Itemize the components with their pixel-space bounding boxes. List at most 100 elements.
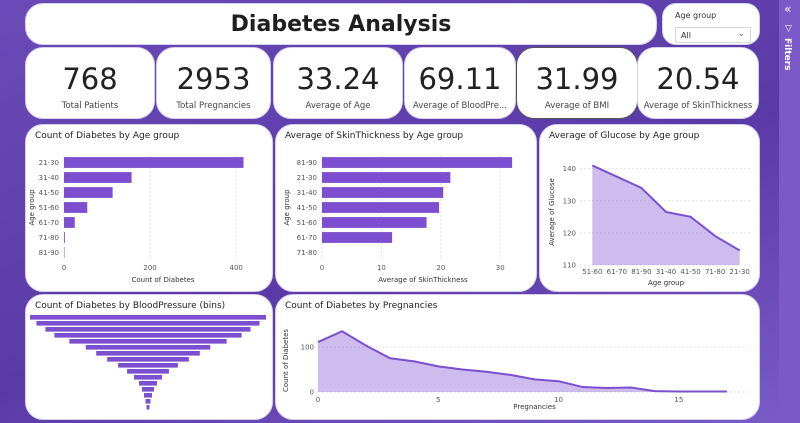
x-tick-label: 15 [674,396,683,404]
slicer-dropdown[interactable]: All ⌄ [675,27,751,43]
chart-glucose-by-age[interactable]: Average of Glucose by Age group 110 120 13… [539,124,760,292]
kpi-card-total-pregnancies[interactable]: 2953 Total Pregnancies [156,47,271,119]
chart-svg: 0 100 0 5 10 15 Pregnancies Count of Diabetes [282,329,751,411]
bar [64,172,132,183]
y-tick-label: 71-80 [39,234,59,242]
funnel-bar [118,363,178,368]
bar [64,187,113,198]
y-axis-title: Age group [283,189,291,226]
chart-title: Average of Glucose by Age group [549,131,700,141]
y-tick-label: 0 [310,389,314,397]
funnel-bar [85,345,211,350]
bar [64,157,244,168]
y-tick-label: 81-90 [39,249,59,257]
kpi-card-average-bloodpressure[interactable]: 69.11 Average of BloodPre... [404,47,516,119]
x-axis-title: Pregnancies [513,403,556,411]
y-tick-label: 21-30 [297,174,317,182]
x-tick-label: 0 [62,264,66,272]
bar [64,202,88,213]
x-tick-label: 31-40 [656,268,676,276]
chart-svg: 0 200 400 21-30 31-40 41-50 51-60 61-70 71-80 81-… [28,155,244,284]
x-tick-label: 0 [316,396,320,404]
filter-icon: ▽ [785,24,792,34]
y-axis-title: Count of Diabetes [282,329,290,392]
y-tick-label: 51-60 [297,219,317,227]
x-axis-title: Average of SkinThickness [378,276,468,284]
chevron-down-icon: ⌄ [737,29,745,39]
x-tick-label: 5 [436,396,440,404]
kpi-card-total-patients[interactable]: 768 Total Patients [25,47,155,119]
funnel-bar [144,393,152,398]
funnel-bar [145,399,151,404]
kpi-label: Average of SkinThickness [643,101,753,111]
area-fill [318,331,727,392]
bar [322,157,513,168]
bar [322,217,427,228]
funnel-bar [142,387,154,392]
y-tick-label: 61-70 [297,234,317,242]
funnel-bar [36,321,260,326]
y-tick-label: 110 [563,262,576,270]
kpi-value: 20.54 [656,62,740,96]
funnel-bar [146,405,150,410]
slicer-value: All [681,31,691,40]
chart-svg [30,315,266,410]
chart-svg: 110 120 130 140 51-60 61-70 81-90 31-40 41-50 71-… [548,164,752,287]
y-axis-title: Age group [28,189,36,226]
kpi-value: 31.99 [535,62,619,96]
chart-count-diabetes-by-bloodpressure[interactable]: Count of Diabetes by BloodPressure (bins… [25,294,273,420]
x-tick-label: 61-70 [607,268,627,276]
chart-title: Count of Diabetes by Age group [35,131,180,141]
kpi-label: Average of Age [305,101,371,111]
y-tick-label: 130 [563,197,576,205]
x-axis-title: Count of Diabetes [131,276,194,284]
funnel-bar [139,381,157,386]
x-tick-label: 41-50 [680,268,700,276]
chart-title: Count of Diabetes by Pregnancies [285,301,438,311]
y-tick-label: 100 [301,344,314,352]
kpi-card-average-age[interactable]: 33.24 Average of Age [273,47,403,119]
y-tick-label: 71-80 [297,249,317,257]
series-line [317,330,727,393]
x-tick-label: 10 [377,264,386,272]
x-tick-label: 81-90 [631,268,651,276]
y-tick-label: 61-70 [39,219,59,227]
funnel-bar [30,315,266,320]
chart-title: Count of Diabetes by BloodPressure (bins… [35,301,226,311]
x-tick-label: 0 [320,264,324,272]
bar [322,232,393,243]
y-tick-label: 21-30 [39,159,59,167]
kpi-value: 768 [62,62,118,96]
chart-count-diabetes-by-age[interactable]: Count of Diabetes by Age group 0 200 400 21… [25,124,273,292]
x-axis-title: Age group [648,279,685,287]
funnel-bar [45,327,251,332]
y-axis-title: Average of Glucose [548,178,556,246]
dashboard-title: Diabetes Analysis [230,12,452,37]
kpi-card-average-bmi[interactable]: 31.99 Average of BMI [516,47,638,119]
x-tick-label: 200 [143,264,156,272]
funnel-bar [69,339,227,344]
y-tick-label: 51-60 [39,204,59,212]
funnel-bar [107,357,189,362]
kpi-value: 2953 [176,62,251,96]
bar [64,232,65,243]
y-tick-label: 81-90 [297,159,317,167]
filters-pane[interactable]: « ▽ Filters [779,0,800,423]
collapse-chevron-icon[interactable]: « [784,2,792,16]
x-tick-label: 400 [229,264,242,272]
bar [64,217,75,228]
chart-svg: 0 10 20 30 81-90 21-30 31-40 41-50 51-60 61-70 71-… [283,155,513,284]
y-tick-label: 41-50 [39,189,59,197]
slicer-label: Age group [675,11,717,20]
y-tick-label: 140 [563,165,576,173]
y-tick-label: 41-50 [297,204,317,212]
chart-count-diabetes-by-pregnancies[interactable]: Count of Diabetes by Pregnancies 0 100 0 5 1… [275,294,760,420]
title-card: Diabetes Analysis [25,3,657,45]
bar [322,172,451,183]
kpi-card-average-skinthickness[interactable]: 20.54 Average of SkinThickness [637,47,759,119]
age-group-slicer[interactable]: Age group All ⌄ [662,3,760,45]
funnel-bar [127,369,169,374]
y-tick-label: 31-40 [39,174,59,182]
chart-skinthickness-by-age[interactable]: Average of SkinThickness by Age group 0 1… [275,124,537,292]
kpi-label: Average of BMI [544,101,610,111]
